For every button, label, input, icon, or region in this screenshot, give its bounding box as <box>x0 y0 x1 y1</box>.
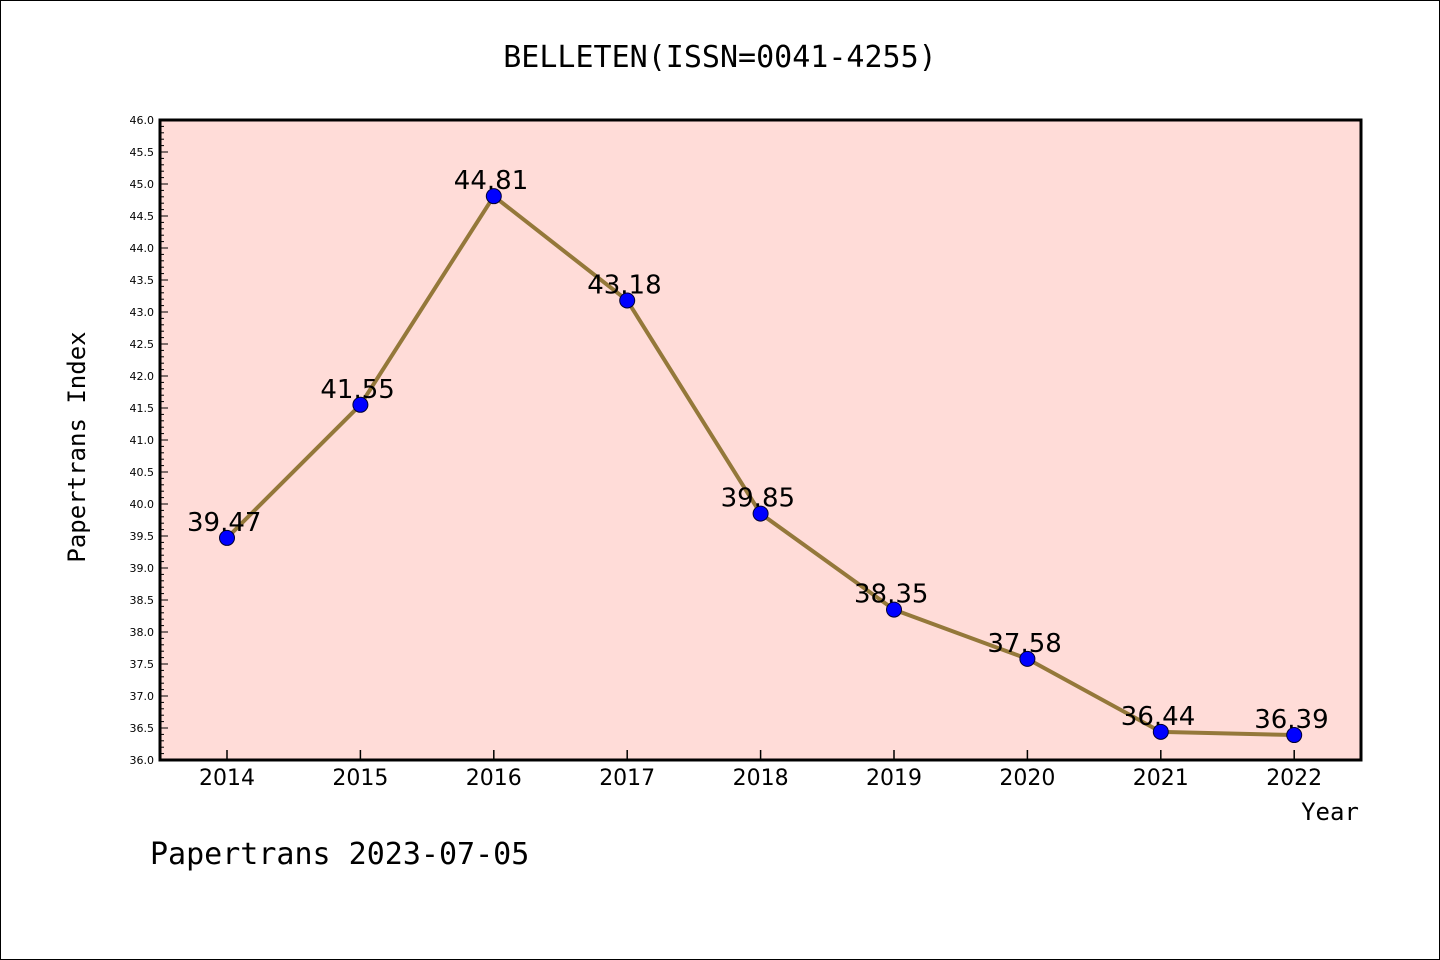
y-tick-label: 43.5 <box>130 274 155 287</box>
y-tick-label: 44.5 <box>130 210 155 223</box>
data-point <box>1286 727 1303 744</box>
x-tick-label: 2016 <box>466 766 522 791</box>
x-tick-label: 2014 <box>199 766 255 791</box>
y-tick-label: 44.0 <box>130 242 155 255</box>
data-point <box>886 601 902 618</box>
y-tick-label: 36.5 <box>130 722 155 735</box>
x-tick-label: 2020 <box>999 766 1055 791</box>
data-point <box>619 292 636 309</box>
y-tick-label: 41.5 <box>130 402 155 415</box>
data-label: 41.55 <box>320 375 394 405</box>
x-axis-label: Year <box>1301 798 1359 826</box>
y-tick-label: 38.5 <box>130 594 155 607</box>
data-point <box>352 396 369 413</box>
footer-note: Papertrans 2023-07-05 <box>150 837 529 872</box>
y-tick-label: 45.5 <box>130 146 155 159</box>
y-tick-label: 41.0 <box>130 434 155 447</box>
y-tick-label: 45.0 <box>130 178 155 191</box>
x-axis: 2014 2015 2016 2017 2018 2019 2020 2021 2022 <box>199 750 1322 791</box>
data-point <box>485 188 502 205</box>
y-tick-label: 42.0 <box>130 370 155 383</box>
data-label: 37.58 <box>987 629 1061 659</box>
x-tick-label: 2017 <box>599 766 655 791</box>
y-tick-label: 39.0 <box>130 562 155 575</box>
y-axis-label: Papertrans Index <box>63 331 91 562</box>
chart-title: BELLETEN(ISSN=0041-4255) <box>503 40 936 75</box>
data-label: 38.35 <box>854 580 928 610</box>
x-tick-label: 2019 <box>866 766 922 791</box>
y-tick-label: 38.0 <box>130 626 155 639</box>
data-label: 36.39 <box>1254 705 1328 735</box>
data-label: 44.81 <box>454 166 528 196</box>
data-point <box>1152 723 1169 740</box>
data-point <box>219 529 235 546</box>
data-label: 43.18 <box>587 270 661 300</box>
data-point <box>1019 650 1036 667</box>
y-tick-label: 39.5 <box>130 530 155 543</box>
x-tick-label: 2018 <box>733 766 789 791</box>
y-tick-label: 36.0 <box>130 754 155 767</box>
data-point <box>752 505 769 522</box>
y-tick-label: 42.5 <box>130 338 155 351</box>
y-tick-label: 46.0 <box>130 114 155 127</box>
y-tick-label: 43.0 <box>130 306 155 319</box>
data-labels: 39.47 41.55 44.81 43.18 39.85 38.35 37.58 36.44… <box>187 166 1329 735</box>
y-axis: 36.0 36.5 37.0 37.5 38.0 38.5 39.0 39.5 40.0 40.5… <box>130 114 168 767</box>
plot-border <box>158 118 1363 762</box>
data-points <box>219 188 1303 744</box>
y-tick-label: 40.0 <box>130 498 155 511</box>
y-tick-label: 37.5 <box>130 658 155 671</box>
data-label: 36.44 <box>1121 702 1195 732</box>
y-tick-label: 37.0 <box>130 690 155 703</box>
x-tick-label: 2022 <box>1266 766 1322 791</box>
y-tick-label: 40.5 <box>130 466 155 479</box>
data-label: 39.47 <box>187 508 261 538</box>
plot-area <box>160 120 1361 760</box>
x-tick-label: 2021 <box>1133 766 1189 791</box>
x-tick-label: 2015 <box>332 766 388 791</box>
data-label: 39.85 <box>721 484 795 514</box>
